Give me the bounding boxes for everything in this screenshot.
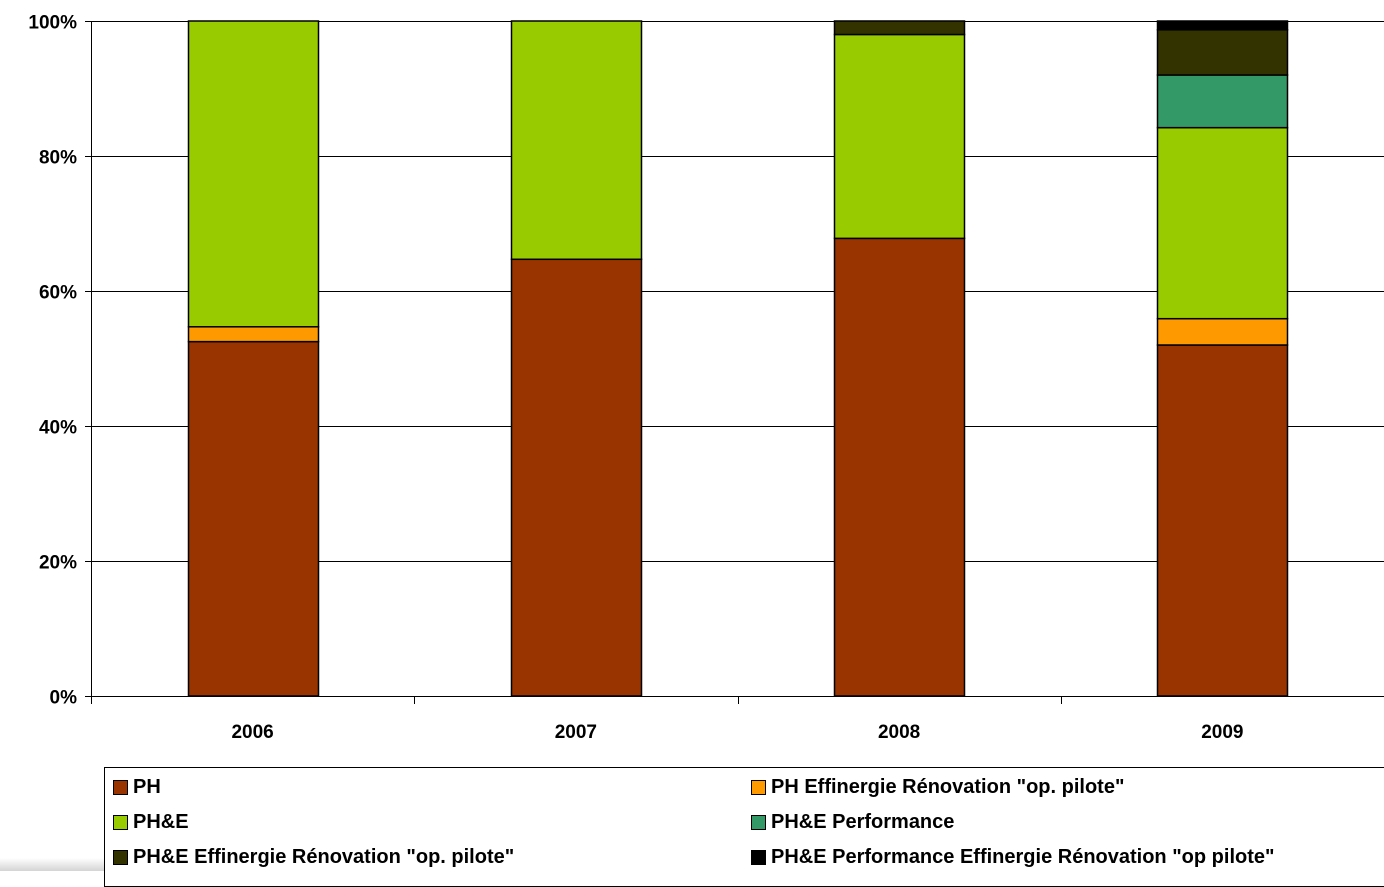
legend-item: PH	[113, 776, 161, 799]
legend-item: PH Effinergie Rénovation "op. pilote"	[751, 776, 1124, 799]
legend-label: PH&E	[133, 811, 189, 833]
legend-swatch	[113, 850, 128, 865]
x-tick-label: 2006	[231, 722, 273, 743]
legend-swatch	[751, 815, 766, 830]
bars	[187, 20, 1289, 697]
legend-swatch	[751, 850, 766, 865]
bar-segment	[833, 20, 966, 36]
legend-label: PH	[133, 776, 161, 798]
legend: PH PH Effinergie Rénovation "op. pilote" P…	[104, 767, 1384, 887]
legend-swatch	[113, 780, 128, 795]
bar-segment	[833, 237, 966, 697]
y-tick-label: 60%	[39, 283, 77, 304]
tick-labels: 0% 20% 40% 60% 80% 100% 2006 2007 2008 2009	[28, 13, 1243, 744]
axes	[85, 21, 1384, 704]
y-tick-label: 80%	[39, 148, 77, 169]
legend-label: PH&E Effinergie Rénovation "op. pilote"	[133, 846, 515, 868]
legend-item: PH&E	[113, 811, 189, 834]
bar-segment	[510, 20, 643, 261]
bar-segment	[833, 33, 966, 240]
y-tick-label: 100%	[28, 13, 77, 34]
bar-segment	[1156, 74, 1289, 129]
legend-item: PH&E Performance	[751, 811, 954, 834]
bar-segment	[187, 326, 320, 343]
bar-segment	[1156, 344, 1289, 697]
bar-segment	[187, 20, 320, 328]
y-tick-label: 20%	[39, 553, 77, 574]
bar-segment	[1156, 29, 1289, 76]
y-tick-label: 40%	[39, 418, 77, 439]
x-tick-label: 2009	[1201, 722, 1243, 743]
legend-label: PH&E Performance Effinergie Rénovation "…	[771, 846, 1275, 868]
bar-segment	[1156, 317, 1289, 346]
x-tick-label: 2008	[878, 722, 920, 743]
legend-swatch	[113, 815, 128, 830]
x-tick-label: 2007	[555, 722, 597, 743]
page-shadow	[0, 858, 104, 871]
legend-label: PH&E Performance	[771, 811, 955, 833]
legend-label: PH Effinergie Rénovation "op. pilote"	[771, 776, 1125, 798]
legend-item: PH&E Effinergie Rénovation "op. pilote"	[113, 846, 514, 869]
bar-segment	[510, 258, 643, 697]
legend-item: PH&E Performance Effinergie Rénovation "…	[751, 846, 1275, 869]
legend-swatch	[751, 780, 766, 795]
y-tick-label: 0%	[50, 688, 78, 709]
bar-segment	[1156, 20, 1289, 31]
bar-segment	[187, 340, 320, 697]
bar-segment	[1156, 126, 1289, 320]
